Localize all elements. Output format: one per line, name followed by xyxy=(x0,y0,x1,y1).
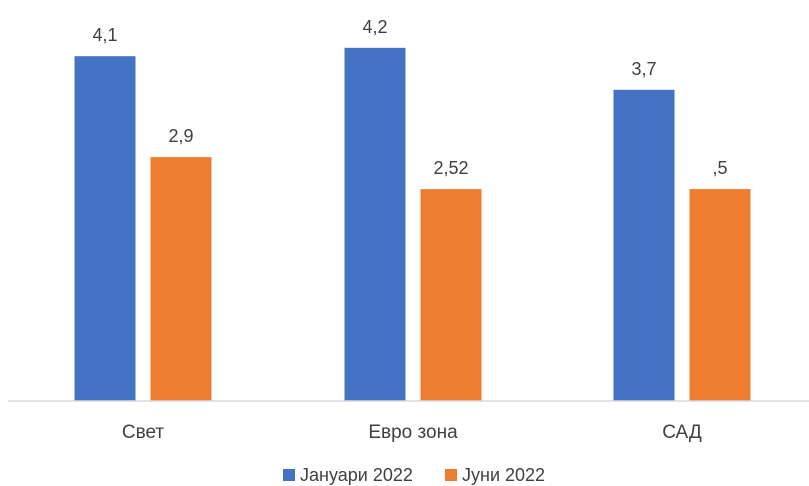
category-labels-layer: Свет Евро зона САД xyxy=(122,422,702,443)
category-label-0: Свет xyxy=(122,422,165,443)
data-label-s0-c0: 4,1 xyxy=(92,25,117,45)
data-label-s0-c2: 3,7 xyxy=(631,59,656,79)
bar-s0-c0 xyxy=(74,56,136,401)
value-labels-layer: 4,1 4,2 3,7 2,9 2,52 ,5 xyxy=(92,17,727,178)
legend: Јануари 2022 Јуни 2022 xyxy=(283,465,545,485)
bar-s1-c2 xyxy=(689,189,751,401)
bar-s1-c1 xyxy=(420,189,482,401)
category-label-2: САД xyxy=(662,422,702,443)
legend-swatch-1 xyxy=(445,469,457,481)
legend-label-0: Јануари 2022 xyxy=(300,465,413,485)
data-label-s0-c1: 4,2 xyxy=(362,17,387,37)
category-label-1: Евро зона xyxy=(368,422,458,443)
bar-s1-c0 xyxy=(150,157,212,401)
data-label-s1-c0: 2,9 xyxy=(168,126,193,146)
data-label-s1-c1: 2,52 xyxy=(433,158,468,178)
bar-s0-c2 xyxy=(613,89,675,402)
bar-s0-c1 xyxy=(344,47,406,402)
legend-swatch-0 xyxy=(283,469,295,481)
data-label-s1-c2: ,5 xyxy=(712,158,727,178)
legend-label-1: Јуни 2022 xyxy=(462,465,545,485)
bars-layer xyxy=(74,47,751,402)
